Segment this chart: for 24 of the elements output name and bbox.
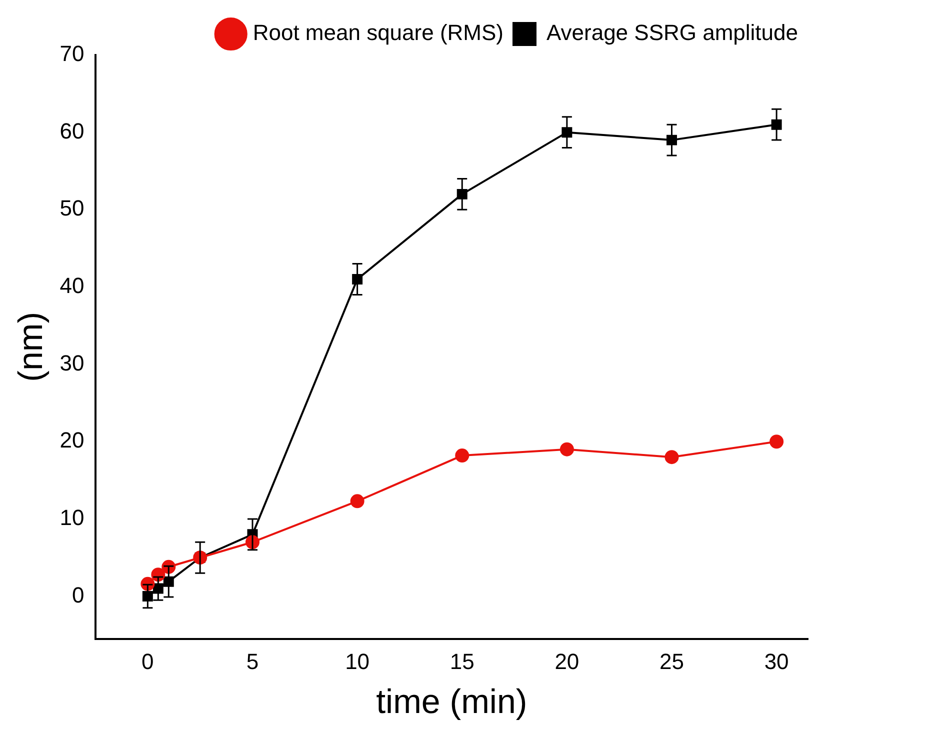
x-tick-label: 25: [660, 649, 684, 674]
point: [664, 450, 679, 464]
point: [560, 442, 574, 456]
y-axis-title: (nm): [12, 312, 50, 382]
legend-label: Average SSRG amplitude: [546, 20, 798, 46]
x-tick-label: 10: [345, 649, 370, 674]
point: [770, 434, 784, 449]
y-tick-label: 50: [60, 196, 84, 221]
legend-label: Root mean square (RMS): [252, 20, 504, 46]
y-tick-label: 70: [60, 41, 84, 66]
x-tick-label: 15: [450, 649, 474, 674]
x-tick-label: 20: [554, 649, 580, 674]
x-tick-label: 5: [246, 649, 259, 674]
point: [455, 448, 470, 463]
y-tick-label: 60: [60, 118, 84, 144]
y-tick-label: 0: [72, 582, 84, 608]
x-axis-title: time (min): [376, 682, 528, 721]
y-tick-label: 20: [60, 428, 84, 453]
point: [350, 494, 364, 508]
y-tick-label: 30: [60, 350, 84, 376]
x-tick-label: 30: [764, 649, 789, 674]
y-tick-label: 10: [60, 505, 84, 530]
x-tick-label: 0: [142, 649, 154, 674]
y-tick-label: 40: [60, 273, 84, 298]
